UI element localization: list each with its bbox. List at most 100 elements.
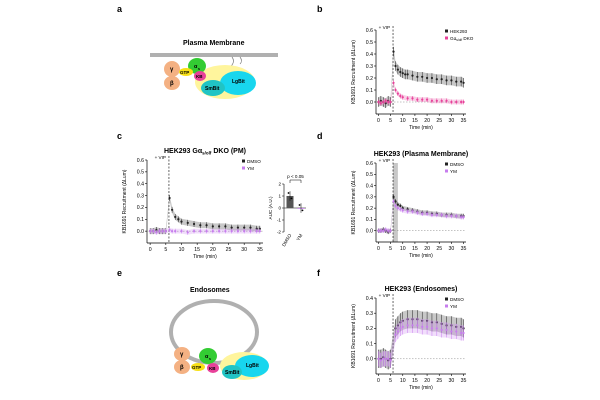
y-tick-label: 0.3 <box>366 311 373 317</box>
data-point <box>199 224 202 227</box>
data-point <box>396 68 399 71</box>
data-point <box>430 76 434 80</box>
x-tick-label: 15 <box>412 378 418 384</box>
plasma-membrane-diagram: Plasma Membrane LgBit SmBit γ β α s GTP … <box>150 40 278 99</box>
x-tick-label: 10 <box>400 246 406 252</box>
data-point <box>168 228 171 232</box>
data-point <box>425 76 429 80</box>
y-axis-label: KB1691 Recruitment (ΔLum) <box>351 40 357 104</box>
data-point <box>155 228 158 232</box>
series-error-band <box>150 194 260 235</box>
data-point <box>416 211 419 214</box>
y-axis-label: KB1691 Recruitment (ΔLum) <box>122 169 128 233</box>
data-point <box>389 229 392 232</box>
beta-subunit-e <box>174 360 190 374</box>
x-tick-label: 15 <box>194 247 200 253</box>
data-point <box>205 230 208 233</box>
panel-letter-c: c <box>117 131 122 141</box>
data-point <box>411 97 414 100</box>
inset-replicate-point <box>290 197 293 200</box>
significance-annotation: p < 0.05 <box>287 174 304 179</box>
data-point <box>460 216 463 219</box>
data-point <box>224 225 227 228</box>
panel-letter-e: e <box>117 268 122 278</box>
data-point <box>384 228 387 231</box>
inset-bar <box>286 196 294 208</box>
galpha-label: α <box>194 64 198 70</box>
diagram-a-title: Plasma Membrane <box>183 40 245 47</box>
y-tick-label: 0.4 <box>366 52 373 58</box>
gtp-shape-e <box>191 363 205 371</box>
data-point <box>421 75 424 78</box>
data-point <box>211 230 214 233</box>
x-tick-label: 0 <box>149 247 152 253</box>
data-point <box>450 100 453 104</box>
data-point <box>394 204 397 207</box>
x-tick-label: 5 <box>389 378 392 384</box>
data-point <box>445 214 448 218</box>
y-tick-label: 0.3 <box>366 195 373 201</box>
data-point <box>411 74 414 77</box>
data-point <box>416 98 419 101</box>
smbit-label: SmBit <box>205 86 220 92</box>
data-point <box>430 213 434 217</box>
data-point <box>236 230 240 233</box>
gtp-label: GTP <box>180 70 189 75</box>
chart-b: + VIP 0.0 0.1 0.2 0.3 0.4 0.5 0.6 0 5 10 15 20 25 30 35… <box>351 25 474 131</box>
data-point <box>170 230 174 233</box>
inset-y-tick-label: -2 <box>277 230 282 235</box>
data-point <box>249 230 252 233</box>
y-tick-label: 0.0 <box>366 229 373 235</box>
gamma-subunit-e <box>174 347 190 361</box>
data-point <box>406 324 409 327</box>
data-point <box>416 324 419 327</box>
x-tick-label: 10 <box>179 247 185 253</box>
series-error-band <box>378 46 464 108</box>
legend-marker <box>445 162 448 166</box>
data-point <box>377 357 380 360</box>
y-tick-label: 0.2 <box>366 76 373 82</box>
gamma-label: γ <box>170 67 174 73</box>
data-point <box>435 327 438 330</box>
data-point <box>161 230 164 233</box>
data-point <box>396 92 399 95</box>
x-tick-label: 35 <box>257 247 263 253</box>
data-point <box>392 50 395 53</box>
y-tick-label: 0.0 <box>366 357 373 363</box>
x-tick-label: 25 <box>226 247 232 253</box>
galpha-label-e: α <box>205 354 209 360</box>
data-point <box>416 75 419 78</box>
lgbit-label: LgBit <box>232 79 245 85</box>
x-axis-label: Time (min) <box>409 253 433 259</box>
chart-f: HEK293 (Endosomes)+ VIP 0.0 0.1 0.2 0.3 0.4 0 5… <box>351 286 467 391</box>
data-point <box>258 230 261 233</box>
data-point <box>177 218 180 221</box>
data-point <box>411 324 414 327</box>
data-point <box>411 210 414 213</box>
data-point <box>384 99 387 102</box>
data-point <box>462 216 465 219</box>
data-point <box>455 80 458 83</box>
data-point <box>255 230 258 233</box>
y-tick-label: 0.2 <box>137 205 144 211</box>
data-point <box>425 212 429 215</box>
data-point <box>382 357 385 360</box>
inset-y-tick-label: -1 <box>277 218 282 223</box>
data-point <box>440 99 443 102</box>
data-point <box>186 221 189 224</box>
legend-marker <box>242 159 245 163</box>
membrane-anchor-linker-2 <box>239 56 242 65</box>
y-tick-label: 0.4 <box>137 182 144 188</box>
x-tick-label: 10 <box>400 378 406 384</box>
galpha-sub-label: s <box>198 67 200 71</box>
data-point <box>406 210 409 213</box>
data-point <box>450 214 453 218</box>
y-tick-label: 0.1 <box>366 88 373 94</box>
chart-d: HEK293 (Plasma Membrane)+ VIP 0.0 0.1 0.2 0.… <box>351 151 468 259</box>
x-tick-label: 20 <box>210 247 216 253</box>
galpha-subunit-e <box>199 348 217 364</box>
x-tick-label: 35 <box>461 118 467 124</box>
data-point <box>460 100 463 104</box>
data-point <box>435 78 438 81</box>
